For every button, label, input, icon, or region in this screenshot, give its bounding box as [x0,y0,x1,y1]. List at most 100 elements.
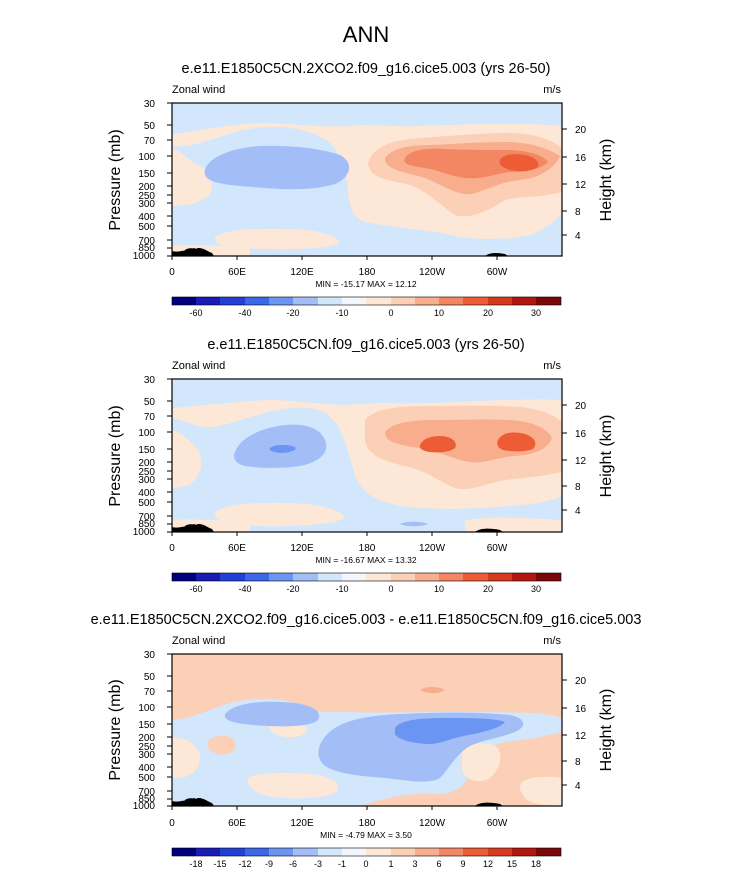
y-tick-label: 150 [138,720,155,731]
x-ticks: 0 60E 120E 180 120W 60W [169,806,508,829]
height-tick-label: 8 [575,482,581,493]
x-tick-label: 180 [359,818,376,829]
panel-2: e.e11.E1850C5CN.f09_g16.cice5.003 (yrs 2… [107,337,615,594]
x-tick-label: 0 [169,818,175,829]
colorbar-tick: 1 [388,859,393,869]
panel-title: e.e11.E1850C5CN.2XCO2.f09_g16.cice5.003 … [182,61,551,77]
height-tick-label: 20 [575,125,587,136]
y-tick-label: 50 [144,121,156,132]
colorbar-tick: -40 [238,308,251,318]
colorbar-tick: 10 [434,584,444,594]
colorbar-tick: -12 [238,859,251,869]
height-tick-label: 8 [575,207,581,218]
colorbar-tick: -20 [286,308,299,318]
height-tick-label: 4 [575,231,581,242]
colorbar-tick: 0 [363,859,368,869]
y-tick-label: 1000 [133,251,156,262]
x-ticks: 0 60E 120E 180 120W 60W [169,532,508,554]
y-tick-label: 250 [138,467,155,478]
height-tick-label: 20 [575,676,587,687]
x-tick-label: 0 [169,543,175,554]
colorbar-tick: 3 [412,859,417,869]
y-axis-title-right: Height (km) [598,415,615,498]
y-tick-label: 250 [138,191,155,202]
y-tick-label: 50 [144,397,156,408]
y-axis-title-right: Height (km) [598,139,615,222]
contour-field [172,103,562,256]
y-axis-title-right: Height (km) [598,689,615,772]
units-label: m/s [543,360,561,372]
colorbar-tick: 0 [388,308,393,318]
height-tick-label: 20 [575,401,587,412]
x-tick-label: 120W [419,818,446,829]
variable-label: Zonal wind [172,635,225,647]
colorbar: -60 -40 -20 -10 0 10 20 30 [171,572,562,594]
y-tick-label: 150 [138,169,155,180]
x-tick-label: 180 [359,543,376,554]
colorbar-tick: -10 [335,584,348,594]
y-tick-label: 300 [138,475,155,486]
units-label: m/s [543,635,561,647]
height-tick-label: 4 [575,506,581,517]
y-ticks: 30 50 70 100 150 200 250 300 400 500 700… [133,99,172,262]
y-tick-label: 200 [138,733,155,744]
y-tick-label: 850 [138,243,155,254]
colorbar-tick: -3 [314,859,322,869]
contour-field [172,379,562,532]
x-tick-label: 60E [228,267,246,278]
figure-title: ANN [343,22,389,47]
y-axis-title: Pressure (mb) [107,405,124,506]
colorbar-tick: 10 [434,308,444,318]
y-tick-label: 850 [138,519,155,530]
colorbar-tick: 0 [388,584,393,594]
variable-label: Zonal wind [172,84,225,96]
colorbar-tick: -6 [289,859,297,869]
x-tick-label: 120W [419,543,446,554]
y-tick-label: 70 [144,412,156,423]
colorbar-tick: -10 [335,308,348,318]
y-tick-label: 30 [144,99,156,110]
y-tick-label: 50 [144,672,156,683]
x-tick-label: 0 [169,267,175,278]
colorbar-tick: 20 [483,584,493,594]
y-tick-label: 300 [138,199,155,210]
y-tick-label: 100 [138,703,155,714]
height-ticks: 20 16 12 8 4 [562,676,587,792]
y-tick-label: 400 [138,212,155,223]
colorbar-tick: -15 [213,859,226,869]
x-tick-label: 60E [228,818,246,829]
y-tick-label: 700 [138,787,155,798]
x-tick-label: 120E [290,818,314,829]
y-tick-label: 500 [138,222,155,233]
panel-1: e.e11.E1850C5CN.2XCO2.f09_g16.cice5.003 … [107,61,615,318]
y-tick-label: 70 [144,687,156,698]
colorbar-tick: -60 [189,584,202,594]
y-tick-label: 30 [144,375,156,386]
x-ticks: 0 60E 120E 180 120W 60W [169,256,508,278]
units-label: m/s [543,84,561,96]
min-max-label: MIN = -4.79 MAX = 3.50 [320,830,412,840]
x-tick-label: 60E [228,543,246,554]
colorbar-tick: 9 [460,859,465,869]
y-tick-label: 400 [138,488,155,499]
min-max-label: MIN = -15.17 MAX = 12.12 [315,279,416,289]
y-tick-label: 400 [138,763,155,774]
y-tick-label: 70 [144,136,156,147]
height-tick-label: 12 [575,731,587,742]
y-axis-title: Pressure (mb) [107,129,124,230]
colorbar-tick: 12 [483,859,493,869]
colorbar: -18 -15 -12 -9 -6 -3 -1 0 1 3 6 9 12 15 … [171,847,562,869]
variable-label: Zonal wind [172,360,225,372]
y-tick-label: 1000 [133,801,156,812]
colorbar-tick: 30 [531,308,541,318]
colorbar: -60 -40 -20 -10 0 10 20 30 [171,296,562,318]
colorbar-tick: -20 [286,584,299,594]
panel-title: e.e11.E1850C5CN.f09_g16.cice5.003 (yrs 2… [207,337,524,353]
panel-3: e.e11.E1850C5CN.2XCO2.f09_g16.cice5.003 … [91,612,642,869]
height-tick-label: 16 [575,153,587,164]
panel-title: e.e11.E1850C5CN.2XCO2.f09_g16.cice5.003 … [91,612,642,628]
height-tick-label: 12 [575,180,587,191]
height-ticks: 20 16 12 8 4 [562,125,587,242]
height-ticks: 20 16 12 8 4 [562,401,587,517]
